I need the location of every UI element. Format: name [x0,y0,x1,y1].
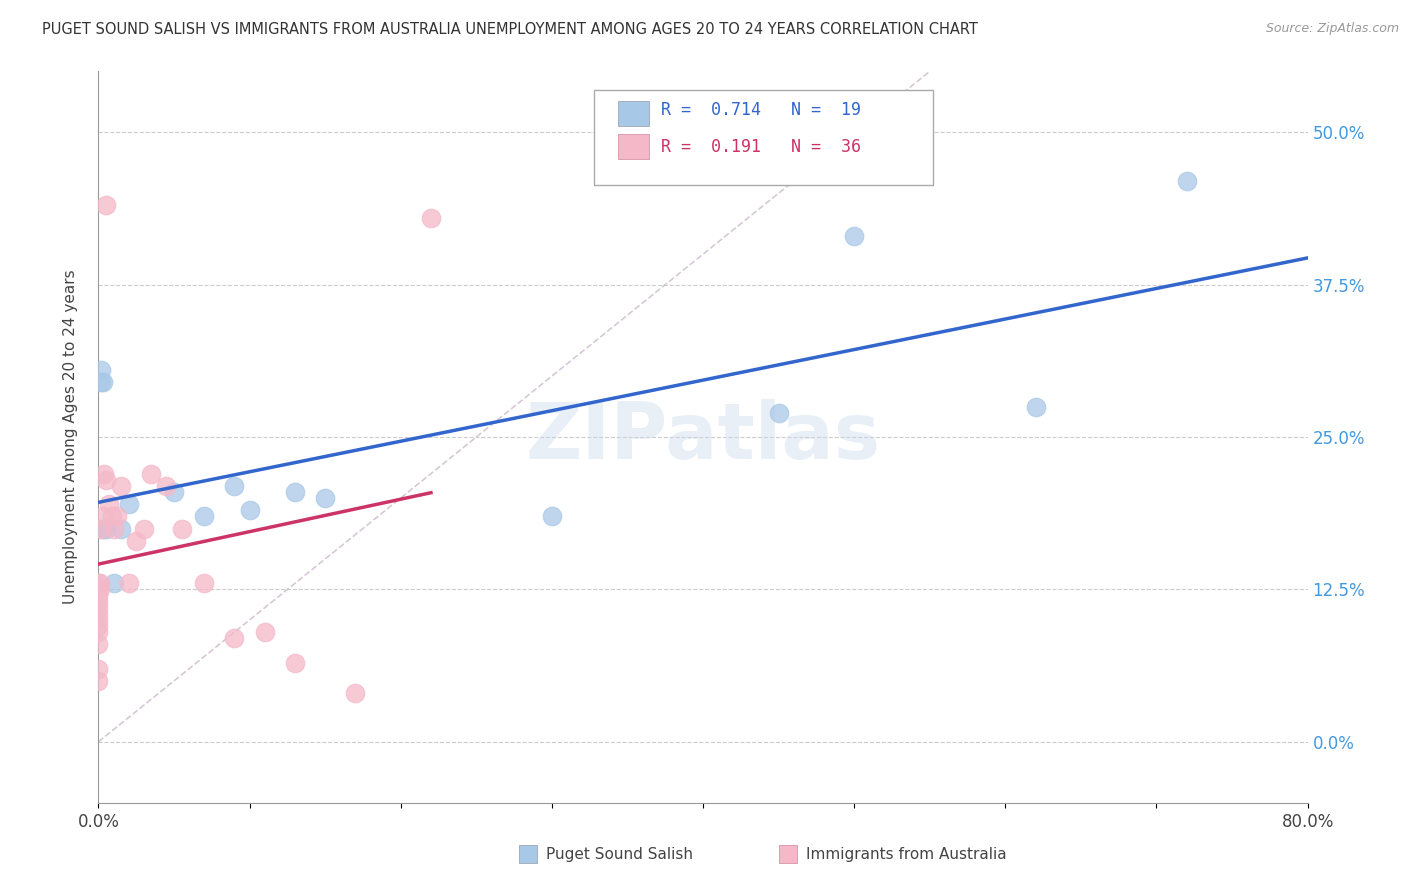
Point [224,479,246,493]
Text: Puget Sound Salish: Puget Sound Salish [546,847,693,862]
Y-axis label: Unemployment Among Ages 20 to 24 years: Unemployment Among Ages 20 to 24 years [63,269,77,605]
Point [224,632,246,646]
Point [284,485,307,500]
Point [87,607,110,621]
Point [193,576,215,591]
Point [105,509,128,524]
Point [284,656,307,670]
Point [193,509,215,524]
Point [87,637,110,651]
Point [125,533,148,548]
Point [93,467,115,481]
Point [101,509,124,524]
Text: Source: ZipAtlas.com: Source: ZipAtlas.com [1265,22,1399,36]
Point [94,473,117,487]
Point [98,497,121,511]
Point [110,479,132,493]
Point [118,576,141,591]
Point [170,521,193,535]
Point [87,625,110,640]
Point [314,491,336,505]
Point [87,594,110,608]
Point [87,582,110,597]
Point [253,625,276,640]
Point [1024,400,1046,414]
Point [90,376,112,390]
Text: PUGET SOUND SALISH VS IMMIGRANTS FROM AUSTRALIA UNEMPLOYMENT AMONG AGES 20 TO 24: PUGET SOUND SALISH VS IMMIGRANTS FROM AU… [42,22,979,37]
Point [420,211,443,225]
Point [87,613,110,627]
Point [844,229,866,244]
Point [239,503,262,517]
Point [94,521,117,535]
Point [90,363,112,377]
Text: ZIPatlas: ZIPatlas [526,399,880,475]
Point [155,479,177,493]
Point [89,576,111,591]
Point [344,686,367,700]
Text: Immigrants from Australia: Immigrants from Australia [806,847,1007,862]
Point [87,589,110,603]
Point [768,406,790,420]
Text: R =  0.191   N =  36: R = 0.191 N = 36 [661,137,860,156]
Point [87,662,110,676]
Point [94,198,117,212]
Point [91,376,114,390]
Point [89,582,111,597]
FancyBboxPatch shape [595,90,932,185]
Point [540,509,562,524]
Point [87,673,110,688]
FancyBboxPatch shape [619,134,648,159]
Point [90,521,112,535]
Point [91,509,114,524]
Point [87,619,110,633]
Point [103,576,125,591]
Point [87,600,110,615]
Point [163,485,186,500]
Point [132,521,155,535]
Point [87,576,110,591]
Text: R =  0.714   N =  19: R = 0.714 N = 19 [661,101,860,120]
Point [110,521,132,535]
FancyBboxPatch shape [619,101,648,127]
Point [1175,174,1198,188]
Point [91,521,114,535]
Point [118,497,141,511]
Point [141,467,163,481]
Point [103,521,125,535]
